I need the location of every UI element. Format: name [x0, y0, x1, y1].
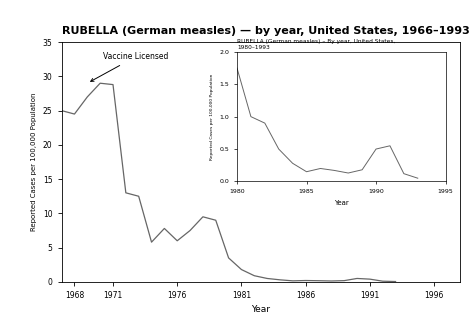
Y-axis label: Reported Cases per 100,000 Population: Reported Cases per 100,000 Population	[31, 93, 37, 231]
Y-axis label: Reported Cases per 100,000 Population: Reported Cases per 100,000 Population	[210, 74, 214, 160]
Text: RUBELLA (German measles) – By year, United States,
1980–1993: RUBELLA (German measles) – By year, Unit…	[237, 39, 395, 50]
X-axis label: Year: Year	[334, 200, 349, 206]
Text: RUBELLA (German measles) — by year, United States, 1966–1993: RUBELLA (German measles) — by year, Unit…	[62, 26, 469, 36]
X-axis label: Year: Year	[251, 306, 270, 315]
Text: Vaccine Licensed: Vaccine Licensed	[91, 52, 168, 81]
